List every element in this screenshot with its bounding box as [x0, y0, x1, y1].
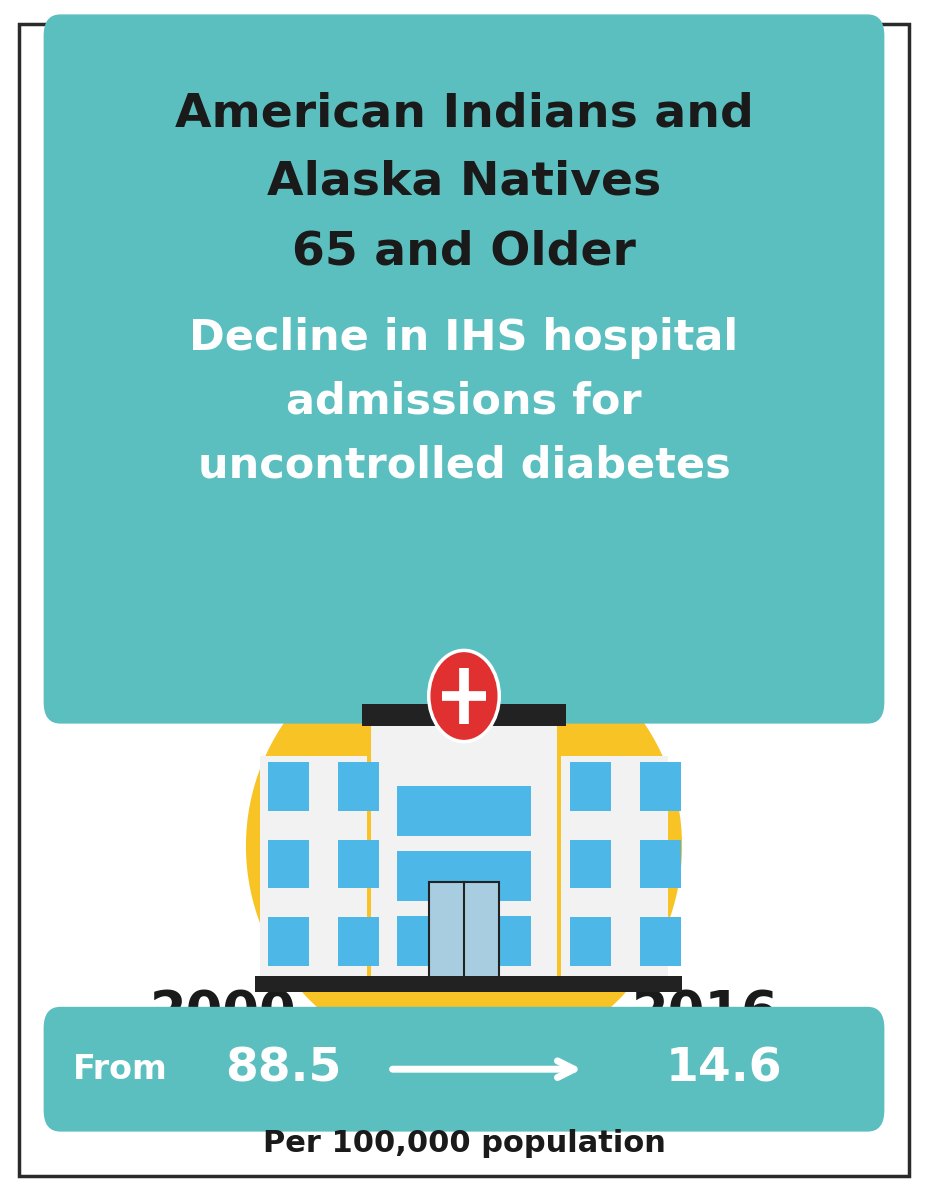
- Polygon shape: [343, 1016, 584, 1032]
- Text: Decline in IHS hospital: Decline in IHS hospital: [189, 318, 738, 360]
- Polygon shape: [394, 696, 533, 774]
- Text: uncontrolled diabetes: uncontrolled diabetes: [197, 444, 730, 487]
- FancyBboxPatch shape: [640, 917, 679, 966]
- Text: admissions for: admissions for: [286, 382, 641, 422]
- FancyBboxPatch shape: [338, 840, 378, 888]
- FancyBboxPatch shape: [268, 917, 309, 966]
- Circle shape: [428, 650, 499, 742]
- FancyBboxPatch shape: [268, 840, 309, 888]
- FancyBboxPatch shape: [428, 882, 499, 978]
- Text: Per 100,000 population: Per 100,000 population: [262, 1129, 665, 1158]
- Text: Alaska Natives: Alaska Natives: [267, 160, 660, 205]
- FancyBboxPatch shape: [260, 756, 366, 978]
- FancyBboxPatch shape: [371, 726, 556, 978]
- FancyBboxPatch shape: [255, 976, 681, 992]
- FancyBboxPatch shape: [397, 916, 530, 966]
- Text: 88.5: 88.5: [224, 1046, 341, 1092]
- Text: 2016: 2016: [631, 988, 778, 1040]
- FancyBboxPatch shape: [362, 704, 565, 726]
- FancyBboxPatch shape: [640, 762, 679, 811]
- FancyBboxPatch shape: [640, 840, 679, 888]
- Text: 65 and Older: 65 and Older: [292, 229, 635, 275]
- FancyBboxPatch shape: [561, 756, 667, 978]
- FancyBboxPatch shape: [569, 917, 610, 966]
- FancyBboxPatch shape: [338, 917, 378, 966]
- FancyBboxPatch shape: [338, 762, 378, 811]
- FancyBboxPatch shape: [397, 851, 530, 901]
- Text: 2000: 2000: [149, 988, 296, 1040]
- FancyBboxPatch shape: [268, 762, 309, 811]
- FancyBboxPatch shape: [569, 762, 610, 811]
- Text: American Indians and: American Indians and: [174, 91, 753, 137]
- Ellipse shape: [246, 628, 681, 1064]
- Text: From: From: [73, 1052, 168, 1086]
- FancyBboxPatch shape: [397, 786, 530, 836]
- FancyBboxPatch shape: [44, 1007, 883, 1132]
- Text: 14.6: 14.6: [665, 1046, 781, 1092]
- FancyBboxPatch shape: [569, 840, 610, 888]
- FancyBboxPatch shape: [44, 14, 883, 724]
